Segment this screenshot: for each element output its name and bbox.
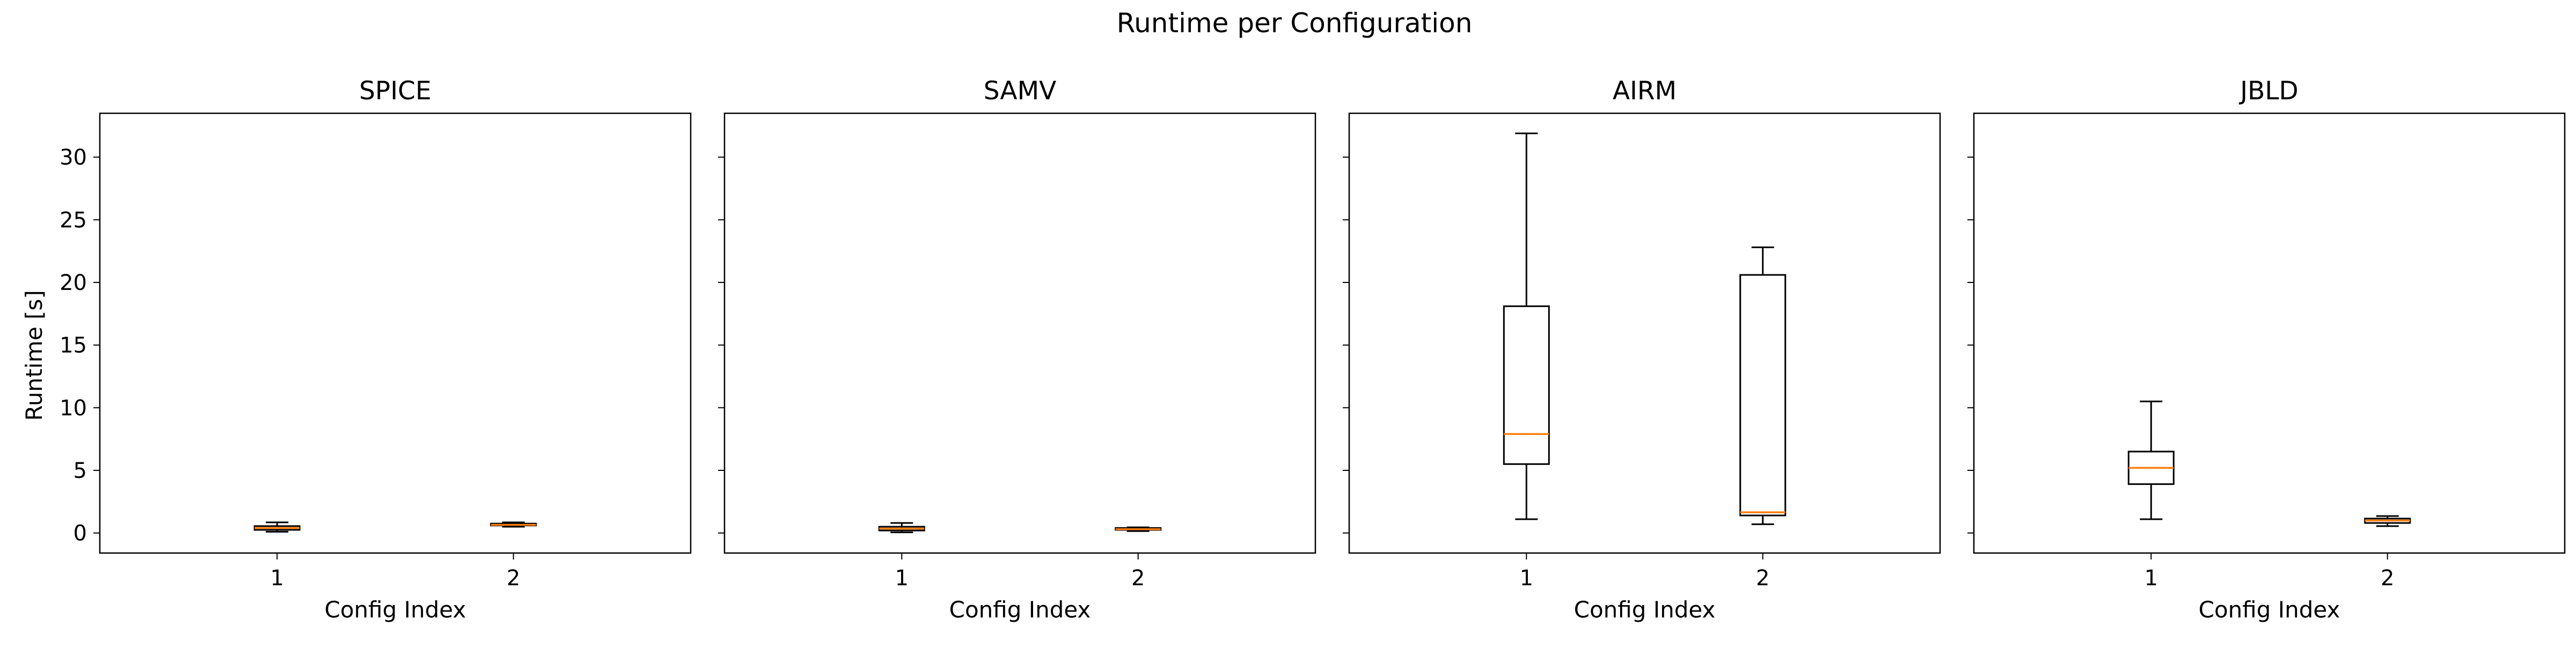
box-iqr bbox=[1739, 274, 1787, 517]
y-tick-label: 0 bbox=[74, 521, 87, 546]
axes-frame bbox=[1348, 112, 1941, 554]
y-tick-label: 25 bbox=[60, 208, 87, 232]
x-tick-label: 1 bbox=[2145, 566, 2158, 591]
x-axis-label: Config Index bbox=[949, 597, 1091, 623]
panel-jbld: JBLD 1 2 Config Index bbox=[1967, 76, 2566, 623]
x-tick-label: 1 bbox=[1520, 566, 1533, 591]
panel-airm: AIRM 1 2 Config Index bbox=[1343, 76, 1941, 623]
x-axis-label: Config Index bbox=[1574, 597, 1716, 623]
x-tick-label: 1 bbox=[895, 566, 909, 591]
panel-title: AIRM bbox=[1613, 76, 1677, 106]
y-axis-label: Runtime [s] bbox=[21, 290, 47, 420]
x-tick-label: 2 bbox=[2381, 566, 2394, 591]
y-tick-label: 20 bbox=[60, 271, 87, 295]
y-tick-label: 10 bbox=[60, 396, 87, 420]
axes-frame bbox=[1973, 112, 2566, 554]
panel-samv: SAMV 1 2 Config Index bbox=[718, 76, 1316, 623]
x-tick-label: 2 bbox=[1756, 566, 1769, 591]
panel-spice: SPICE 0 5 10 15 20 25 30 1 2 Config Index bbox=[60, 76, 692, 623]
y-tick-label: 5 bbox=[74, 459, 87, 483]
x-axis-label: Config Index bbox=[325, 597, 466, 623]
panel-title: SPICE bbox=[359, 76, 431, 106]
panel-title: JBLD bbox=[2238, 76, 2298, 106]
y-tick-label: 30 bbox=[60, 146, 87, 170]
x-tick-label: 2 bbox=[507, 566, 520, 591]
y-tick-label: 15 bbox=[60, 333, 87, 358]
axes-frame bbox=[723, 112, 1316, 554]
box-iqr bbox=[1503, 305, 1550, 465]
x-tick-label: 1 bbox=[270, 566, 284, 591]
axes-frame bbox=[99, 112, 692, 554]
x-tick-label: 2 bbox=[1131, 566, 1145, 591]
figure-title: Runtime per Configuration bbox=[1117, 8, 1473, 39]
x-axis-label: Config Index bbox=[2199, 597, 2340, 623]
panel-title: SAMV bbox=[984, 76, 1057, 106]
